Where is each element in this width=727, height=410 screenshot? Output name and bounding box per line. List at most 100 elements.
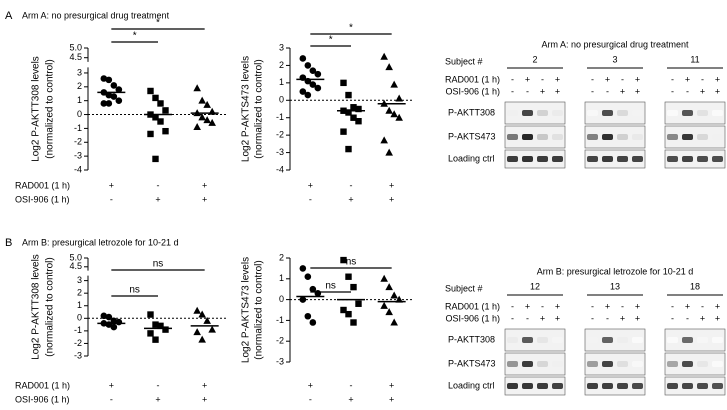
data-point bbox=[105, 91, 113, 99]
y-tick-label: -3 bbox=[74, 350, 82, 360]
data-point bbox=[100, 312, 108, 320]
data-point bbox=[304, 312, 312, 320]
treatment-sign: + bbox=[605, 74, 610, 84]
treatment-sign: - bbox=[621, 74, 624, 84]
blot-band bbox=[617, 134, 628, 140]
data-point bbox=[385, 148, 393, 156]
blot-band bbox=[617, 361, 628, 367]
y-tick-label: 3 bbox=[77, 275, 82, 285]
blot-title: Arm B: presurgical letrozole for 10-21 d bbox=[537, 266, 694, 276]
blot-band bbox=[712, 110, 723, 116]
blot-band bbox=[682, 337, 693, 343]
blot-band bbox=[522, 337, 533, 343]
blot-band bbox=[552, 337, 563, 343]
significance-label: ns bbox=[325, 281, 336, 292]
blot-band bbox=[537, 134, 548, 140]
treatment-sign: + bbox=[540, 313, 545, 323]
y-tick-label: 1 bbox=[77, 95, 82, 105]
blot-frame bbox=[664, 352, 726, 376]
treatment-sign: + bbox=[389, 394, 394, 404]
significance-label: * bbox=[349, 23, 353, 34]
treatment-sign: + bbox=[155, 394, 160, 404]
treatment-sign: + bbox=[202, 194, 207, 204]
treatment-sign: - bbox=[157, 180, 160, 190]
blot-band bbox=[522, 156, 533, 162]
data-point bbox=[314, 84, 322, 92]
data-point bbox=[115, 86, 123, 93]
y-tick-label: -2 bbox=[74, 137, 82, 147]
y-tick-label: 3 bbox=[77, 67, 82, 77]
treatment-name: OSI-906 (1 h) bbox=[445, 313, 500, 323]
data-point bbox=[157, 100, 164, 107]
y-tick-label: -3 bbox=[276, 147, 284, 157]
treatment-sign: + bbox=[525, 301, 530, 311]
data-point bbox=[304, 273, 312, 281]
blot-band bbox=[667, 383, 678, 389]
treatment-sign: + bbox=[700, 313, 705, 323]
y-axis-label: Log2 P-AKTS473 levels bbox=[241, 257, 252, 363]
subject-id: 18 bbox=[690, 281, 700, 291]
blot-frame bbox=[504, 125, 566, 149]
y-tick-label: 2 bbox=[279, 252, 284, 262]
blot-frame bbox=[504, 149, 566, 169]
treatment-sign: - bbox=[511, 313, 514, 323]
treatment-sign: + bbox=[685, 301, 690, 311]
treatment-sign: - bbox=[671, 313, 674, 323]
data-point bbox=[390, 291, 398, 299]
data-point bbox=[299, 296, 307, 303]
data-point bbox=[304, 62, 312, 69]
treatment-sign: + bbox=[155, 194, 160, 204]
treatment-sign: - bbox=[309, 194, 312, 204]
blot-band bbox=[587, 383, 598, 389]
y-tick-label: -1 bbox=[276, 315, 284, 325]
y-tick-label: 3 bbox=[279, 42, 284, 52]
treatment-sign: - bbox=[686, 86, 689, 96]
treatment-sign: - bbox=[701, 301, 704, 311]
data-point bbox=[355, 105, 362, 113]
y-tick-label: 2 bbox=[77, 81, 82, 91]
blot-band bbox=[632, 156, 643, 162]
subject-id: 2 bbox=[532, 54, 537, 64]
treatment-name: OSI-906 (1 h) bbox=[445, 86, 500, 96]
blot-band bbox=[632, 361, 643, 367]
data-point bbox=[309, 67, 317, 74]
treatment-sign: - bbox=[350, 180, 353, 190]
data-point bbox=[105, 313, 113, 321]
blot-band bbox=[667, 337, 678, 343]
data-point bbox=[345, 310, 352, 318]
blot-band bbox=[602, 134, 613, 140]
data-point bbox=[385, 63, 393, 71]
blot-frame bbox=[584, 352, 646, 376]
data-point bbox=[198, 96, 206, 104]
treatment-sign: - bbox=[606, 313, 609, 323]
panel-letter: A bbox=[5, 10, 13, 22]
treatment-name: RAD001 (1 h) bbox=[15, 180, 70, 190]
treatment-sign: + bbox=[348, 194, 353, 204]
data-point bbox=[198, 310, 206, 318]
data-point bbox=[100, 75, 108, 82]
data-point bbox=[115, 318, 123, 326]
blot-band bbox=[697, 134, 708, 140]
treatment-sign: + bbox=[109, 380, 114, 390]
subject-id: 13 bbox=[610, 281, 620, 291]
significance-label: * bbox=[329, 35, 333, 46]
data-point bbox=[304, 91, 312, 99]
treatment-sign: - bbox=[526, 86, 529, 96]
data-point bbox=[147, 330, 154, 337]
data-point bbox=[380, 136, 388, 144]
blot-band bbox=[507, 134, 518, 140]
blot-band bbox=[712, 361, 723, 367]
treatment-sign: - bbox=[591, 313, 594, 323]
data-point bbox=[345, 145, 352, 153]
y-tick-label: 5.0 bbox=[69, 42, 82, 52]
blot-band bbox=[537, 337, 548, 343]
treatment-sign: + bbox=[555, 301, 560, 311]
band-label: P-AKTT308 bbox=[448, 334, 495, 344]
blot-band bbox=[587, 134, 598, 140]
blot-frame bbox=[584, 101, 646, 125]
blot-band bbox=[667, 361, 678, 367]
treatment-sign: + bbox=[700, 86, 705, 96]
panel-heading: Arm B: presurgical letrozole for 10-21 d bbox=[22, 237, 179, 247]
data-point bbox=[193, 328, 201, 336]
